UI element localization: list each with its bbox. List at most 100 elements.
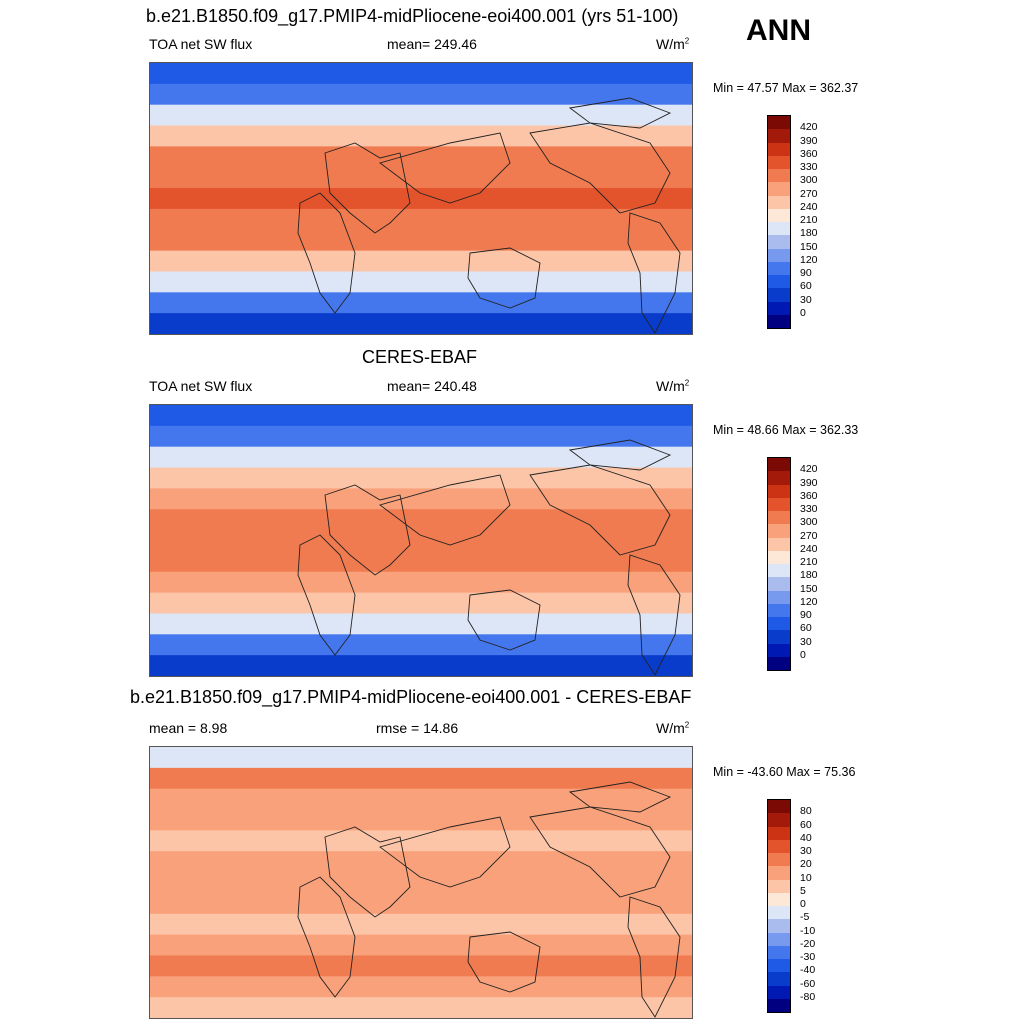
panel-2-colorbar-tick: 180 (800, 569, 818, 582)
panel-3-colorbar-swatch (768, 919, 790, 933)
panel-2-colorbar-swatch (768, 577, 790, 591)
panel-3-map (149, 746, 693, 1019)
panel-3-colorbar-swatch (768, 932, 790, 946)
panel-2-colorbar-swatch (768, 564, 790, 578)
panel-3-title: b.e21.B1850.f09_g17.PMIP4-midPliocene-eo… (130, 687, 692, 707)
panel-1-zonal-band (150, 188, 692, 210)
panel-2-zonal-band (150, 530, 692, 552)
panel-3-colorbar-swatch (768, 906, 790, 920)
panel-3-colorbar-tick: -20 (800, 937, 816, 950)
panel-1-colorbar-swatch (768, 222, 790, 236)
panel-1-map-svg (150, 63, 692, 334)
panel-1-colorbar-swatch (768, 235, 790, 249)
panel-2-title: CERES-EBAF (362, 347, 478, 367)
panel-1-zonal-band (150, 125, 692, 148)
panel-1-zonal-band (150, 146, 692, 169)
panel-2-zonal-band (150, 592, 692, 615)
panel-3-colorbar-tick: -60 (800, 977, 816, 990)
panel-2-colorbar-swatch (768, 617, 790, 631)
panel-2-zonal-band (150, 467, 692, 490)
panel-2-colorbar-swatch (768, 630, 790, 644)
panel-3-colorbar-tick: 60 (800, 818, 812, 831)
panel-1-zonal-band (150, 271, 692, 294)
panel-1-zonal-band (150, 83, 692, 106)
panel-1-colorbar-tick: 120 (800, 253, 818, 266)
panel-1-colorbar-tick: 60 (800, 280, 812, 293)
panel-1-colorbar-swatch (768, 142, 790, 156)
panel-3-colorbar-swatch (768, 800, 790, 814)
panel-2-colorbar-tick: 330 (800, 503, 818, 515)
panel-1-colorbar-swatch (768, 261, 790, 275)
panel-1-colorbar-tick: 0 (800, 306, 806, 319)
panel-1-colorbar-swatch (768, 182, 790, 196)
panel-3-minmax: Min = -43.60 Max = 75.36 (713, 765, 856, 779)
panel-2-colorbar-tick: 270 (800, 529, 818, 542)
panel-3-colorbar-swatch (768, 892, 790, 906)
panel-1-colorbar-tick: 390 (800, 134, 818, 147)
panel-3-colorbar-tick: -40 (800, 964, 816, 977)
panel-3-colorbar-tick: -80 (800, 990, 816, 1003)
panel-1-colorbar-swatch (768, 195, 790, 209)
panel-3-colorbar-tick: -5 (800, 911, 810, 924)
panel-1-zonal-band (150, 292, 692, 315)
panel-1-zonal-band (150, 208, 692, 231)
panel-2-colorbar-swatch (768, 603, 790, 617)
panel-1-mean-label: mean= 249.46 (387, 36, 477, 52)
panel-1-zonal-band (150, 250, 692, 273)
panel-3-units: W/m2 (656, 720, 690, 736)
panel-3-zonal-band (150, 809, 692, 832)
panel-2-colorbar-swatch (768, 484, 790, 498)
panel-3-colorbar-tick: 0 (800, 898, 806, 910)
panel-2-zonal-band (150, 571, 692, 594)
panel-2-zonal-band (150, 634, 692, 657)
panel-3-colorbar-tick: 5 (800, 884, 806, 897)
panel-3-zonal-band (150, 851, 692, 874)
panel-3-zonal-band (150, 997, 692, 1018)
panel-1-colorbar-swatch (768, 301, 790, 315)
panel-2-zonal-band (150, 655, 692, 676)
panel-2-zonal-band (150, 488, 692, 511)
panel-1-colorbar-tick: 300 (800, 174, 818, 187)
panel-1-colorbar-tick: 90 (800, 267, 812, 279)
panel-3-zonal-band (150, 892, 692, 915)
panel-2-colorbar-swatch (768, 497, 790, 511)
panel-2-colorbar-tick: 90 (800, 609, 812, 621)
panel-3-zonal-band (150, 872, 692, 894)
panel-1-colorbar-swatch (768, 155, 790, 169)
panel-1-variable-label: TOA net SW flux (149, 36, 253, 52)
panel-2-colorbar-swatch (768, 590, 790, 604)
panel-2-colorbar (767, 457, 791, 671)
panel-3-field-bands (150, 747, 692, 1018)
panel-2-field-bands (150, 405, 692, 676)
panel-2-colorbar-tick: 120 (800, 595, 818, 608)
panel-2-map-svg (150, 405, 692, 676)
panel-2-colorbar-tick: 30 (800, 635, 812, 648)
panel-1-colorbar-swatch (768, 275, 790, 289)
panel-2-zonal-band (150, 509, 692, 532)
panel-1-minmax: Min = 47.57 Max = 362.37 (713, 81, 859, 95)
panel-3-colorbar-swatch (768, 998, 790, 1012)
panel-1-coastlines (297, 97, 681, 334)
panel-1-title: b.e21.B1850.f09_g17.PMIP4-midPliocene-eo… (146, 6, 679, 26)
panel-1-zonal-band (150, 104, 692, 127)
panel-3-zonal-band (150, 913, 692, 936)
panel-2-colorbar-tick: 390 (800, 476, 818, 489)
panel-3-zonal-band (150, 830, 692, 853)
panel-1-colorbar-tick: 330 (800, 161, 818, 173)
panel-2-colorbar-tick: 210 (800, 556, 818, 568)
panel-3-colorbar-swatch (768, 959, 790, 973)
panel-2-colorbar-tick: 60 (800, 622, 812, 635)
panel-2-colorbar-swatch (768, 524, 790, 538)
panel-1-colorbar-tick: 150 (800, 240, 818, 253)
panel-2-map (149, 404, 693, 677)
panel-3-colorbar-swatch (768, 839, 790, 853)
panel-3-zonal-band (150, 976, 692, 999)
panel-2-colorbar-swatch (768, 511, 790, 525)
panel-2-colorbar-tick: 360 (800, 489, 818, 502)
panel-1-colorbar-swatch (768, 208, 790, 222)
panel-2-colorbar-swatch (768, 550, 790, 564)
panel-2-mean-label: mean= 240.48 (387, 378, 477, 394)
panel-3-zonal-band (150, 934, 692, 957)
panel-1-colorbar-tick: 270 (800, 187, 818, 200)
panel-1-colorbar-tick: 30 (800, 293, 812, 306)
